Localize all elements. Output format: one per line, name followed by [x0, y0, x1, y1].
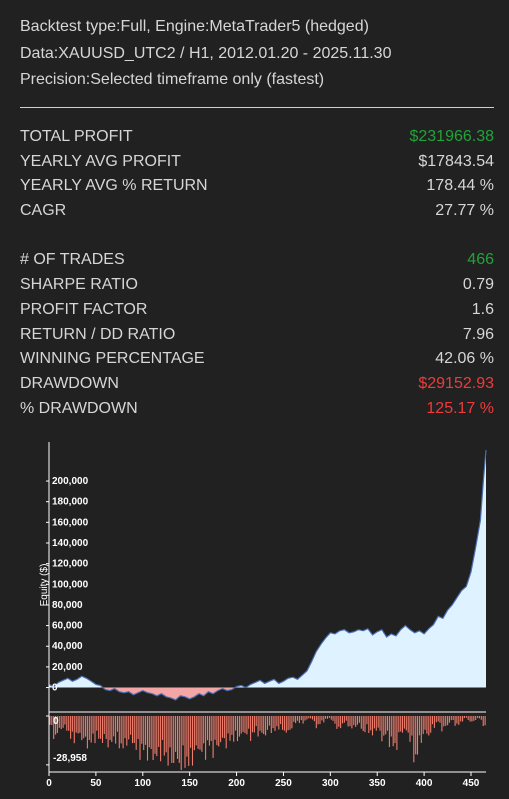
x-tick-label: 50 — [90, 778, 102, 789]
x-tick-label: 250 — [275, 778, 292, 789]
metric-value: 178.44 % — [426, 177, 494, 195]
equity-negative-area — [49, 687, 486, 700]
x-tick-label: 0 — [46, 778, 52, 789]
drawdown-y-tick-label: -28,958 — [53, 753, 87, 764]
equity-y-tick-label: 180,000 — [52, 497, 89, 508]
metric-row-yearly-avg-profit: YEARLY AVG PROFIT $17843.54 — [20, 150, 494, 175]
x-tick-label: 300 — [322, 778, 339, 789]
x-tick-label: 350 — [369, 778, 386, 789]
metric-value: 7.96 — [462, 325, 494, 343]
metric-value: 27.77 % — [435, 202, 494, 220]
equity-drawdown-chart: 0 20,000 40,000 60,000 80,000 100,000 120,000 1… — [39, 442, 487, 789]
equity-chart-container: 0 20,000 40,000 60,000 80,000 100,000 120,000 1… — [0, 440, 509, 799]
metric-row-yearly-avg-return: YEARLY AVG % RETURN 178.44 % — [20, 174, 494, 199]
metric-label: % DRAWDOWN — [20, 399, 138, 417]
equity-positive-area — [49, 450, 486, 688]
metric-row-return-dd-ratio: RETURN / DD RATIO 7.96 — [20, 323, 494, 348]
metric-value: $231966.38 — [409, 128, 494, 145]
metric-label: SHARPE RATIO — [20, 276, 138, 294]
equity-y-tick-label: 140,000 — [52, 538, 89, 549]
x-tick-label: 450 — [463, 778, 480, 789]
x-tick-label: 400 — [416, 778, 433, 789]
equity-y-tick-label: 60,000 — [52, 621, 83, 632]
metric-label: YEARLY AVG % RETURN — [20, 177, 208, 195]
x-tick-label: 100 — [134, 778, 151, 789]
metric-row-profit-factor: PROFIT FACTOR 1.6 — [20, 298, 494, 323]
equity-y-tick-label: 40,000 — [52, 641, 83, 652]
data-range-line: Data:XAUUSD_UTC2 / H1, 2012.01.20 - 2025… — [20, 44, 392, 62]
metric-label: # OF TRADES — [20, 251, 125, 269]
metrics-table: TOTAL PROFIT $231966.38 YEARLY AVG PROFI… — [20, 125, 494, 421]
header-divider — [20, 107, 494, 108]
metric-row-winning-percentage: WINNING PERCENTAGE 42.06 % — [20, 347, 494, 372]
x-tick-label: 150 — [181, 778, 198, 789]
metric-row-total-profit: TOTAL PROFIT $231966.38 — [20, 125, 494, 150]
metric-spacer — [20, 224, 494, 249]
metric-label: RETURN / DD RATIO — [20, 325, 176, 343]
metric-label: PROFIT FACTOR — [20, 300, 148, 318]
metric-value: $29152.93 — [418, 374, 494, 392]
metric-row-cagr: CAGR 27.77 % — [20, 199, 494, 224]
metric-label: WINNING PERCENTAGE — [20, 350, 205, 368]
metric-label: TOTAL PROFIT — [20, 128, 133, 145]
equity-y-tick-label: 200,000 — [52, 476, 89, 487]
precision-line: Precision:Selected timeframe only (faste… — [20, 71, 325, 88]
metric-value: 466 — [467, 251, 494, 269]
metric-row-sharpe-ratio: SHARPE RATIO 0.79 — [20, 273, 494, 298]
backtest-info-header: Backtest type:Full, Engine:MetaTrader5 (… — [20, 14, 494, 94]
equity-y-tick-label: 0 — [52, 683, 58, 694]
metric-value: $17843.54 — [418, 152, 494, 170]
equity-y-tick-label: 80,000 — [52, 600, 83, 611]
metric-label: YEARLY AVG PROFIT — [20, 152, 181, 170]
metric-row-percent-drawdown: % DRAWDOWN 125.17 % — [20, 397, 494, 422]
equity-y-tick-label: 100,000 — [52, 579, 89, 590]
metric-value: 1.6 — [471, 300, 494, 318]
equity-y-tick-label: 160,000 — [52, 517, 89, 528]
equity-y-tick-label: 20,000 — [52, 662, 83, 673]
metric-label: CAGR — [20, 202, 67, 220]
y-axis-label: Equity ($) — [39, 564, 50, 607]
metric-value: 0.79 — [462, 276, 494, 294]
metric-value: 125.17 % — [426, 399, 494, 417]
equity-line — [48, 450, 487, 701]
x-tick-label: 200 — [228, 778, 245, 789]
backtest-type-line: Backtest type:Full, Engine:MetaTrader5 (… — [20, 18, 369, 35]
metric-row-drawdown: DRAWDOWN $29152.93 — [20, 372, 494, 397]
metric-row-num-trades: # OF TRADES 466 — [20, 248, 494, 273]
equity-y-tick-label: 120,000 — [52, 559, 89, 570]
metric-label: DRAWDOWN — [20, 374, 119, 392]
metric-value: 42.06 % — [435, 350, 494, 368]
drawdown-y-tick-label: 0 — [53, 716, 59, 727]
